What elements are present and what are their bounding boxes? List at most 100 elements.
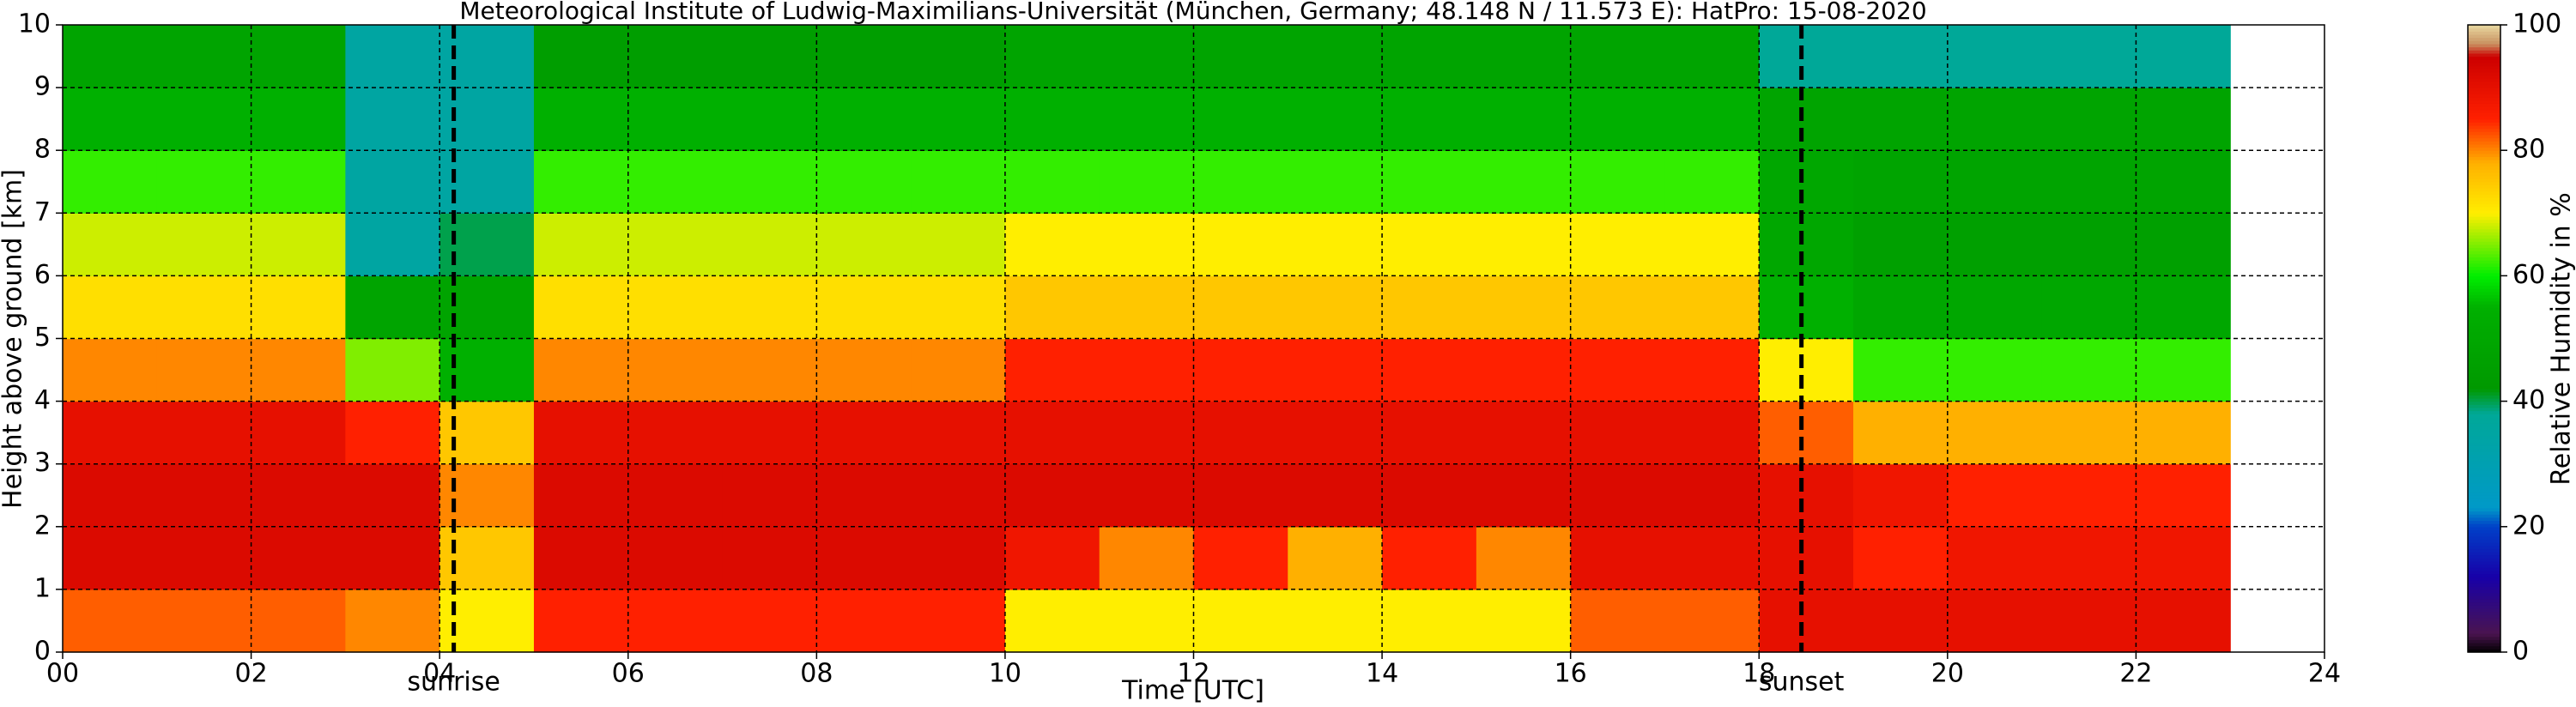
x-tick-label: 04 bbox=[423, 659, 456, 689]
y-tick-label: 4 bbox=[34, 385, 51, 415]
colorbar-frame bbox=[2467, 24, 2501, 653]
heatmap-cell bbox=[1099, 150, 1195, 214]
colorbar-swatch bbox=[2468, 360, 2500, 365]
x-tick-label: 10 bbox=[989, 659, 1021, 689]
y-tick-label: 6 bbox=[34, 260, 51, 290]
heatmap-cell bbox=[627, 213, 724, 276]
heatmap-cell bbox=[251, 526, 346, 590]
heatmap-cell bbox=[156, 275, 252, 340]
heatmap-cell bbox=[1476, 150, 1572, 214]
heatmap-cell bbox=[722, 526, 817, 590]
colorbar-swatch bbox=[2468, 463, 2500, 468]
heatmap-cell bbox=[1382, 526, 1477, 590]
colorbar-swatch bbox=[2468, 106, 2500, 111]
heatmap-cell bbox=[1193, 213, 1288, 276]
colorbar-swatch bbox=[2468, 37, 2500, 41]
heatmap-cell bbox=[722, 275, 817, 340]
colorbar-swatch bbox=[2468, 545, 2500, 549]
colorbar-swatch bbox=[2468, 539, 2500, 543]
colorbar-swatch bbox=[2468, 579, 2500, 584]
colorbar-swatch bbox=[2468, 253, 2500, 258]
heatmap-cell bbox=[627, 25, 724, 88]
colorbar-swatch bbox=[2468, 279, 2500, 283]
colorbar-swatch bbox=[2468, 570, 2500, 575]
heatmap-cell bbox=[1476, 213, 1572, 276]
colorbar-swatch bbox=[2468, 624, 2500, 628]
colorbar-swatch bbox=[2468, 457, 2500, 462]
heatmap-cell bbox=[1004, 150, 1100, 214]
colorbar-swatch bbox=[2468, 115, 2500, 120]
heatmap-cell bbox=[1099, 275, 1195, 340]
colorbar-swatch bbox=[2468, 272, 2500, 276]
colorbar-swatch bbox=[2468, 482, 2500, 486]
heatmap-cell bbox=[1288, 401, 1383, 465]
heatmap-cell bbox=[1759, 88, 1854, 151]
colorbar-swatch bbox=[2468, 172, 2500, 177]
colorbar-swatch bbox=[2468, 128, 2500, 132]
heatmap-cell bbox=[63, 589, 158, 653]
heatmap-cell bbox=[1570, 88, 1666, 151]
colorbar-swatch bbox=[2468, 215, 2500, 221]
colorbar-swatch bbox=[2468, 401, 2500, 405]
colorbar-swatch bbox=[2468, 206, 2500, 211]
heatmap-cell bbox=[911, 213, 1006, 276]
colorbar-swatch bbox=[2468, 435, 2500, 440]
heatmap-cell bbox=[816, 213, 912, 276]
y-tick-label: 3 bbox=[34, 448, 51, 478]
y-tick-label: 7 bbox=[34, 197, 51, 227]
colorbar-swatch bbox=[2468, 586, 2500, 590]
heatmap-cell bbox=[627, 401, 724, 465]
colorbar-swatch bbox=[2468, 88, 2500, 92]
heatmap-cell bbox=[1759, 338, 1854, 402]
colorbar-swatch bbox=[2468, 611, 2500, 615]
event-label: sunrise bbox=[407, 668, 500, 698]
heatmap-cell bbox=[1853, 213, 1949, 276]
heatmap-cell bbox=[1947, 401, 2043, 465]
colorbar-swatch bbox=[2468, 552, 2500, 556]
colorbar-swatch bbox=[2468, 269, 2500, 274]
colorbar-swatch bbox=[2468, 247, 2500, 251]
heatmap-cell bbox=[1288, 338, 1383, 402]
x-tick-label: 18 bbox=[1743, 659, 1775, 689]
heatmap-cell bbox=[345, 589, 440, 653]
heatmap-cell bbox=[156, 150, 252, 214]
heatmap-cell bbox=[1476, 338, 1572, 402]
heatmap-cell bbox=[1382, 88, 1477, 151]
heatmap-cell bbox=[1193, 401, 1288, 465]
heatmap-cell bbox=[2136, 589, 2231, 653]
heatmap-cell bbox=[1476, 275, 1572, 340]
colorbar-swatch bbox=[2468, 294, 2500, 299]
colorbar-swatch bbox=[2468, 341, 2500, 346]
heatmap-cell bbox=[533, 463, 629, 528]
colorbar-swatch bbox=[2468, 175, 2500, 179]
heatmap-cell bbox=[816, 463, 912, 528]
heatmap-cell bbox=[1664, 338, 1760, 402]
heatmap-cell bbox=[911, 275, 1006, 340]
heatmap-cell bbox=[439, 526, 535, 590]
heatmap-cell bbox=[345, 88, 440, 151]
colorbar-swatch bbox=[2468, 535, 2500, 541]
heatmap-cell bbox=[1099, 526, 1195, 590]
colorbar-swatch bbox=[2468, 388, 2500, 393]
heatmap-cell bbox=[1947, 463, 2043, 528]
heatmap-cell bbox=[911, 589, 1006, 653]
heatmap-cell bbox=[722, 213, 817, 276]
heatmap-cell bbox=[1947, 150, 2043, 214]
heatmap-cell bbox=[1570, 25, 1666, 88]
heatmap-cell bbox=[1382, 338, 1477, 402]
heatmap-cell bbox=[1853, 526, 1949, 590]
heatmap-cell bbox=[1947, 338, 2043, 402]
heatmap-cell bbox=[2136, 213, 2231, 276]
colorbar-swatch bbox=[2468, 426, 2500, 431]
colorbar-swatch bbox=[2468, 156, 2500, 160]
heatmap-cell bbox=[627, 338, 724, 402]
colorbar-swatch bbox=[2468, 567, 2500, 571]
colorbar-swatch bbox=[2468, 533, 2500, 537]
colorbar-swatch bbox=[2468, 150, 2500, 154]
colorbar-swatch bbox=[2468, 59, 2500, 63]
x-tick-label: 16 bbox=[1555, 659, 1587, 689]
heatmap-cell bbox=[1193, 150, 1288, 214]
heatmap-cell bbox=[1759, 25, 1854, 88]
colorbar-swatch bbox=[2468, 501, 2500, 505]
